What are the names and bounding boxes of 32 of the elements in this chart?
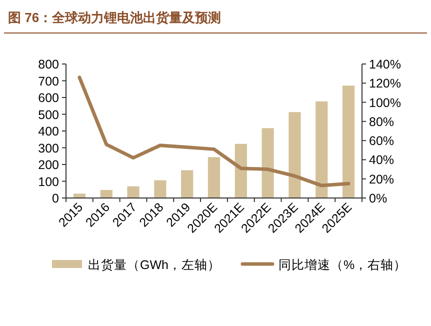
y-tick-label: 300 — [38, 141, 60, 156]
bar — [208, 157, 220, 198]
bar — [234, 144, 247, 198]
y-tick-label: 200 — [38, 158, 60, 172]
y2-tick-label: 40% — [369, 153, 394, 168]
y-tick-label: 700 — [38, 74, 60, 88]
y2-tick-label: 140% — [369, 58, 401, 72]
bar — [127, 186, 140, 198]
legend-label: 同比增速（%，右轴） — [278, 258, 407, 272]
y-tick-label: 400 — [38, 124, 60, 138]
line-series — [78, 76, 350, 188]
bar — [342, 86, 355, 198]
y2-tick-label: 0% — [369, 192, 388, 206]
bar — [73, 194, 86, 198]
bar — [262, 128, 274, 198]
bar — [154, 180, 166, 198]
y-tick-label: 600 — [38, 91, 60, 105]
y-tick-label: 500 — [38, 108, 60, 122]
y2-tick-label: 20% — [369, 172, 394, 186]
chart-title: 图 76：全球动力锂电池出货量及预测 — [8, 10, 222, 25]
bar — [100, 190, 112, 198]
bar — [316, 101, 328, 198]
legend-label: 出货量（GWh，左轴） — [88, 258, 220, 272]
y2-tick-label: 100% — [369, 96, 401, 110]
bar — [181, 170, 194, 198]
bar — [288, 112, 301, 198]
y-tick-label: 100 — [38, 174, 60, 189]
y2-tick-label: 120% — [369, 76, 401, 91]
y-tick-label: 0 — [52, 192, 60, 206]
y-tick-label: 800 — [38, 58, 60, 72]
y2-tick-label: 80% — [369, 114, 394, 129]
y2-tick-label: 60% — [369, 134, 394, 148]
